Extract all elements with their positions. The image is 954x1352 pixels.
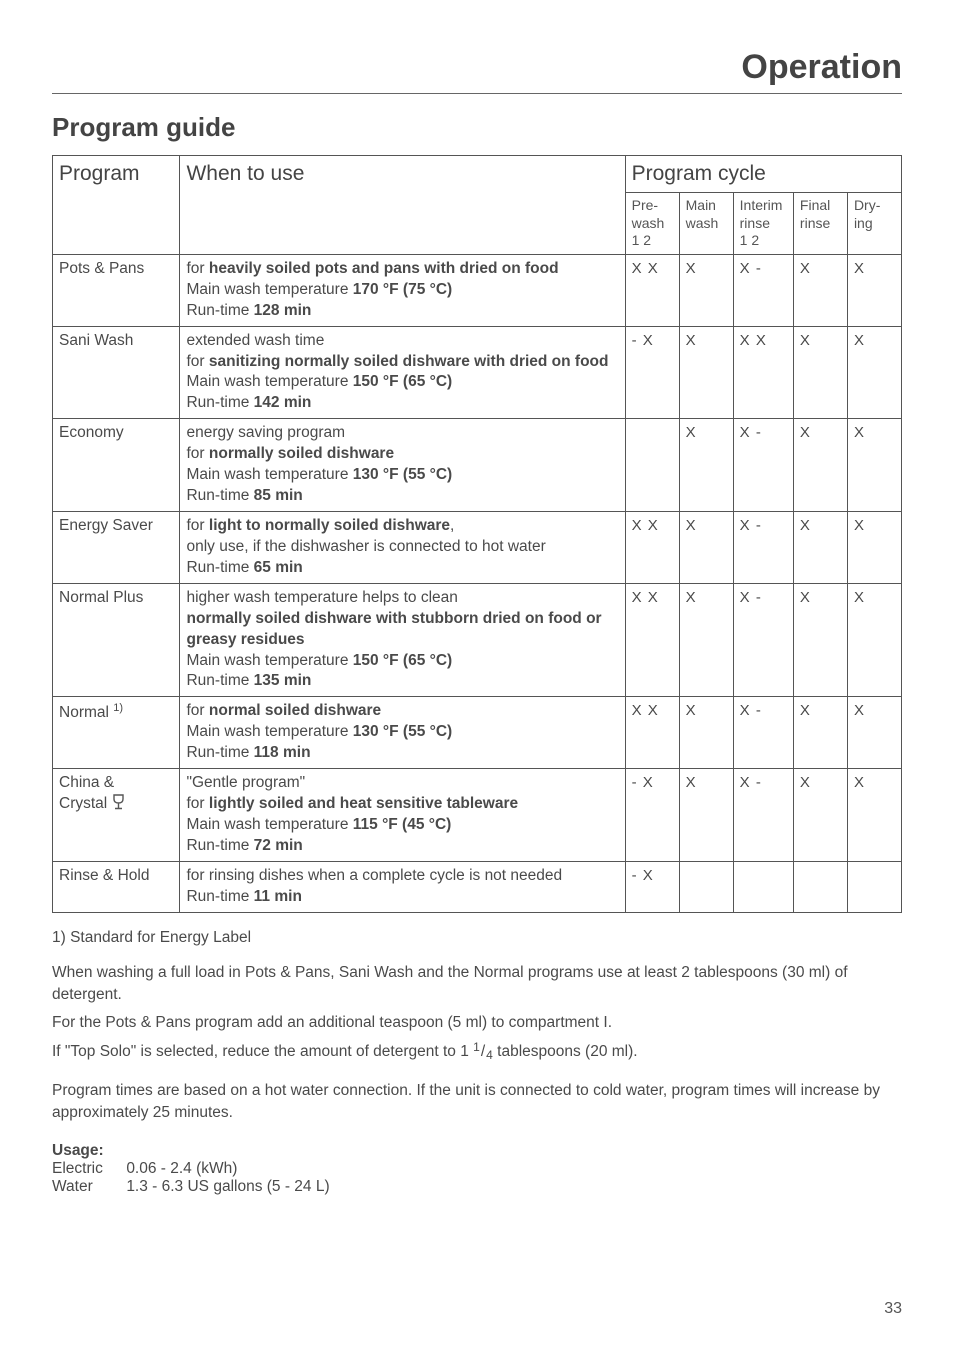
- usage-heading: Usage:: [52, 1142, 902, 1160]
- usage-electric-label: Electric: [52, 1160, 122, 1178]
- page-number: 33: [884, 1300, 902, 1318]
- program-cell: Economy: [53, 419, 180, 512]
- frac-num: 1: [473, 1040, 480, 1054]
- program-sup: 1): [113, 702, 123, 714]
- when-cell: "Gentle program"for lightly soiled and h…: [180, 769, 625, 862]
- table-row: Pots & Pansfor heavily soiled pots and p…: [53, 254, 902, 326]
- cycle-interim: X -: [733, 419, 793, 512]
- cycle-prewash: X X: [625, 697, 679, 769]
- cycle-prewash: - X: [625, 769, 679, 862]
- cycle-prewash: - X: [625, 861, 679, 912]
- cycle-prewash: X X: [625, 583, 679, 697]
- body-text: When washing a full load in Pots & Pans,…: [52, 962, 902, 1123]
- cycle-interim: X -: [733, 254, 793, 326]
- table-row: Economyenergy saving programfor normally…: [53, 419, 902, 512]
- section-title: Program guide: [52, 112, 902, 143]
- cycle-drying: X: [847, 326, 901, 419]
- cycle-interim: [733, 861, 793, 912]
- cycle-main: X: [679, 254, 733, 326]
- cycle-prewash: X X: [625, 511, 679, 583]
- table-row: Sani Washextended wash timefor sanitizin…: [53, 326, 902, 419]
- cycle-final: X: [793, 769, 847, 862]
- wine-glass-icon: [112, 795, 125, 812]
- program-table: Program When to use Program cycle Pre- w…: [52, 155, 902, 913]
- program-cell: Rinse & Hold: [53, 861, 180, 912]
- cycle-interim: X -: [733, 583, 793, 697]
- cycle-interim: X X: [733, 326, 793, 419]
- when-cell: extended wash timefor sanitizing normall…: [180, 326, 625, 419]
- cycle-drying: X: [847, 769, 901, 862]
- when-cell: for heavily soiled pots and pans with dr…: [180, 254, 625, 326]
- fraction: 1/4: [473, 1043, 493, 1060]
- footnote: 1) Standard for Energy Label: [52, 927, 902, 949]
- hdr-main: Main wash: [679, 193, 733, 255]
- usage-water-value: 1.3 - 6.3 US gallons (5 - 24 L): [126, 1178, 329, 1195]
- cycle-interim: X -: [733, 511, 793, 583]
- program-cell: Normal Plus: [53, 583, 180, 697]
- table-row: Energy Saverfor light to normally soiled…: [53, 511, 902, 583]
- program-cell: Sani Wash: [53, 326, 180, 419]
- cycle-main: X: [679, 697, 733, 769]
- cycle-final: X: [793, 419, 847, 512]
- cycle-main: [679, 861, 733, 912]
- cycle-main: X: [679, 326, 733, 419]
- hdr-drying: Dry- ing: [847, 193, 901, 255]
- cycle-drying: X: [847, 419, 901, 512]
- cycle-interim: X -: [733, 769, 793, 862]
- hdr-prewash: Pre- wash 1 2: [625, 193, 679, 255]
- program-cell: Normal 1): [53, 697, 180, 769]
- when-cell: for normal soiled dishwareMain wash temp…: [180, 697, 625, 769]
- cycle-final: X: [793, 326, 847, 419]
- cycle-drying: X: [847, 583, 901, 697]
- cycle-drying: [847, 861, 901, 912]
- when-cell: for light to normally soiled dishware,on…: [180, 511, 625, 583]
- body-p4: Program times are based on a hot water c…: [52, 1080, 902, 1123]
- cycle-main: X: [679, 419, 733, 512]
- when-cell: for rinsing dishes when a complete cycle…: [180, 861, 625, 912]
- cycle-interim: X -: [733, 697, 793, 769]
- hdr-program: Program: [53, 156, 180, 255]
- cycle-drying: X: [847, 254, 901, 326]
- cycle-final: X: [793, 511, 847, 583]
- body-p3: If "Top Solo" is selected, reduce the am…: [52, 1039, 902, 1064]
- program-cell: Energy Saver: [53, 511, 180, 583]
- cycle-drying: X: [847, 697, 901, 769]
- usage-water: Water 1.3 - 6.3 US gallons (5 - 24 L): [52, 1178, 902, 1196]
- usage-water-label: Water: [52, 1178, 122, 1196]
- table-row: China &Crystal "Gentle program"for light…: [53, 769, 902, 862]
- cycle-final: X: [793, 254, 847, 326]
- table-row: Normal Plushigher wash temperature helps…: [53, 583, 902, 697]
- when-cell: higher wash temperature helps to cleanno…: [180, 583, 625, 697]
- cycle-final: X: [793, 697, 847, 769]
- cycle-prewash: - X: [625, 326, 679, 419]
- usage-electric: Electric 0.06 - 2.4 (kWh): [52, 1160, 902, 1178]
- hdr-cycle: Program cycle: [625, 156, 901, 193]
- table-row: Normal 1)for normal soiled dishwareMain …: [53, 697, 902, 769]
- page-title: Operation: [52, 48, 902, 87]
- cycle-final: [793, 861, 847, 912]
- body-p2: For the Pots & Pans program add an addit…: [52, 1012, 902, 1034]
- cycle-prewash: X X: [625, 254, 679, 326]
- usage-electric-value: 0.06 - 2.4 (kWh): [126, 1160, 237, 1177]
- cycle-drying: X: [847, 511, 901, 583]
- cycle-main: X: [679, 511, 733, 583]
- when-cell: energy saving programfor normally soiled…: [180, 419, 625, 512]
- body-p1: When washing a full load in Pots & Pans,…: [52, 962, 902, 1005]
- cycle-main: X: [679, 769, 733, 862]
- title-rule: [52, 93, 902, 94]
- hdr-when: When to use: [180, 156, 625, 255]
- usage-block: Usage: Electric 0.06 - 2.4 (kWh) Water 1…: [52, 1142, 902, 1196]
- cycle-prewash: [625, 419, 679, 512]
- program-cell: China &Crystal: [53, 769, 180, 862]
- table-row: Rinse & Holdfor rinsing dishes when a co…: [53, 861, 902, 912]
- program-cell: Pots & Pans: [53, 254, 180, 326]
- frac-den: 4: [486, 1048, 493, 1062]
- hdr-final: Final rinse: [793, 193, 847, 255]
- body-p3a: If "Top Solo" is selected, reduce the am…: [52, 1043, 473, 1060]
- hdr-interim: Interim rinse 1 2: [733, 193, 793, 255]
- cycle-final: X: [793, 583, 847, 697]
- cycle-main: X: [679, 583, 733, 697]
- body-p3b: tablespoons (20 ml).: [493, 1043, 638, 1060]
